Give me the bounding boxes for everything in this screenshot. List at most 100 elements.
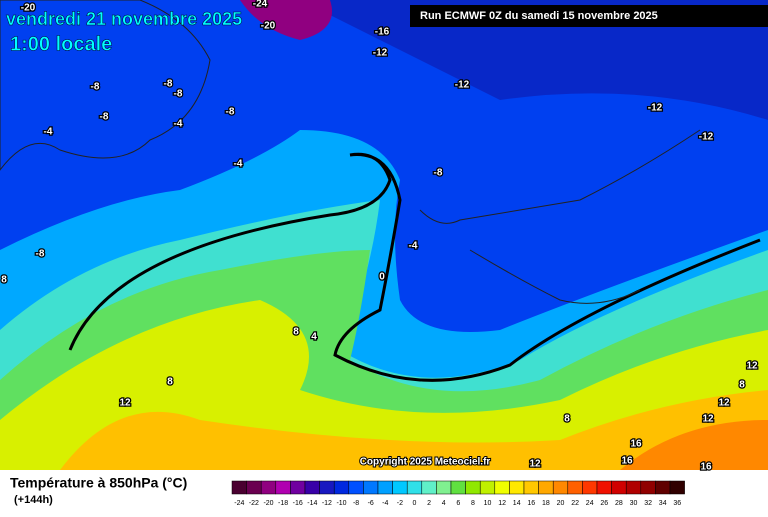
legend-swatch (523, 480, 539, 495)
hot-zone (620, 420, 768, 470)
legend-label: -20 (263, 500, 273, 507)
contour-label: 8 (1, 275, 7, 286)
contour-label: 8 (293, 327, 299, 338)
legend-label: 18 (542, 500, 550, 507)
legend-swatch (567, 480, 583, 495)
contour-label: -12 (699, 132, 714, 143)
map-subtitle: 1:00 locale (10, 33, 112, 55)
legend-label: -22 (249, 500, 259, 507)
legend-label: -6 (368, 500, 374, 507)
contour-label: 16 (700, 462, 712, 473)
legend-swatch (392, 480, 408, 495)
legend-swatch (611, 480, 627, 495)
contour-label: -8 (434, 168, 443, 179)
legend-label: -10 (336, 500, 346, 507)
cold-zone (0, 0, 768, 120)
contour-label: -8 (174, 89, 183, 100)
legend-label: -24 (234, 500, 244, 507)
contour-label: -8 (164, 79, 173, 90)
legend-label: -16 (293, 500, 303, 507)
contour-label: -8 (36, 249, 45, 260)
copyright: Copyright 2025 Meteociel.fr (360, 457, 491, 468)
legend-label: 20 (557, 500, 565, 507)
legend-label: 22 (571, 500, 579, 507)
contour-label: -4 (409, 241, 418, 252)
zero-isotherm (68, 152, 761, 382)
legend-title: Température à 850hPa (°C) (10, 475, 187, 491)
legend-label: 30 (630, 500, 638, 507)
legend-label: 16 (527, 500, 535, 507)
contour-label: 12 (119, 398, 131, 409)
legend-label: 8 (471, 500, 475, 507)
contour-label: 12 (529, 459, 541, 470)
legend-swatch (246, 480, 262, 495)
legend-swatch (377, 480, 393, 495)
contour-label: -4 (44, 127, 53, 138)
legend-label: 0 (413, 500, 417, 507)
legend-swatch (582, 480, 598, 495)
legend-swatch (348, 480, 364, 495)
legend-label: 36 (673, 500, 681, 507)
contour-label: 16 (621, 456, 633, 467)
legend-label: 2 (427, 500, 431, 507)
legend-swatch (494, 480, 510, 495)
warm-zone (60, 390, 768, 470)
contour-label: -16 (375, 27, 390, 38)
legend-swatch (479, 480, 496, 495)
legend-swatch (421, 480, 437, 495)
legend-label: 4 (442, 500, 446, 507)
legend-swatch (319, 480, 335, 495)
legend-swatch (290, 480, 306, 495)
legend-lead: (+144h) (14, 494, 53, 506)
legend-swatch (231, 480, 247, 495)
legend-label: -12 (322, 500, 332, 507)
legend-swatch (275, 480, 291, 495)
legend-swatch (640, 480, 656, 495)
contour-label: -8 (91, 82, 100, 93)
legend-label: 6 (456, 500, 460, 507)
contour-label: -12 (373, 48, 388, 59)
contour-label: -4 (174, 119, 183, 130)
legend-swatch (363, 480, 379, 495)
legend-label: -8 (353, 500, 359, 507)
contour-label: 8 (167, 377, 173, 388)
legend-label: 26 (600, 500, 608, 507)
legend-swatch (509, 480, 525, 495)
legend-swatch (625, 480, 642, 495)
legend-swatch (552, 480, 569, 495)
contour-label: -12 (455, 80, 470, 91)
legend-label: -4 (382, 500, 388, 507)
legend-swatch (406, 480, 423, 495)
legend-swatch (333, 480, 350, 495)
legend-swatch (450, 480, 466, 495)
legend-label: 14 (513, 500, 521, 507)
legend-label: 24 (586, 500, 594, 507)
legend-label: 28 (615, 500, 623, 507)
legend-label: -18 (278, 500, 288, 507)
legend-swatch (260, 480, 277, 495)
coldest-zone (240, 0, 332, 40)
legend-label: -14 (307, 500, 317, 507)
legend-label: 10 (484, 500, 492, 507)
contour-label: -4 (234, 159, 243, 170)
legend-label: 12 (498, 500, 506, 507)
legend-swatch (304, 480, 320, 495)
legend-swatch (538, 480, 554, 495)
contour-label: 0 (379, 272, 385, 283)
contour-label: 12 (746, 361, 758, 372)
europe-coast (419, 129, 701, 304)
legend-label: 32 (644, 500, 652, 507)
contour-label: -24 (253, 0, 268, 10)
run-box (410, 5, 768, 27)
legend-label: -2 (397, 500, 403, 507)
contour-label: 12 (702, 414, 714, 425)
legend-label: 34 (659, 500, 667, 507)
contour-label: 8 (564, 414, 570, 425)
legend-swatch (669, 480, 685, 495)
legend-swatch (436, 480, 452, 495)
contour-label: -8 (226, 107, 235, 118)
legend-swatch (465, 480, 481, 495)
legend-swatch (596, 480, 612, 495)
greenland-coast (0, 0, 211, 171)
